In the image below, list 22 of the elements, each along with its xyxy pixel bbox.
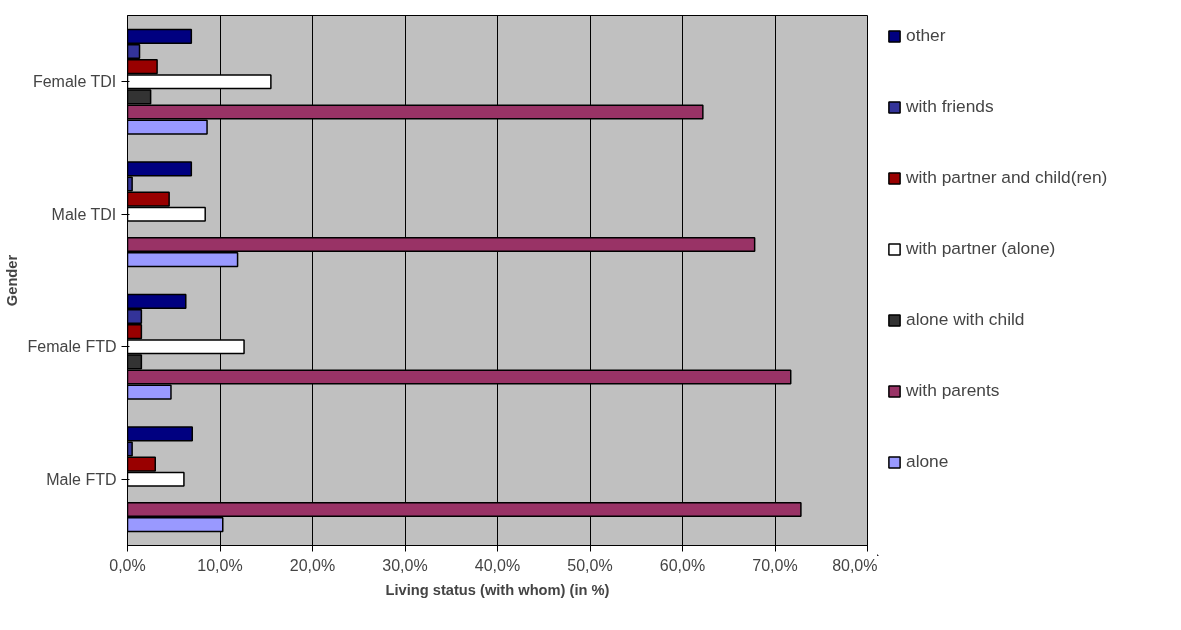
y-tick-label: Female FTD — [27, 338, 117, 356]
x-tick-label: 40,0% — [474, 556, 521, 574]
x-tick-label: 30,0% — [382, 556, 428, 574]
y-axis-title: Gender — [3, 254, 20, 307]
y-tick-label: Female TDI — [32, 73, 117, 91]
x-tick-label: 20,0% — [289, 556, 336, 574]
y-tick-label: Male TDI — [51, 205, 117, 223]
x-tick-label: 0,0% — [109, 556, 146, 574]
legend-label: with partner (alone) — [906, 238, 1056, 259]
x-tick-label: 80,0% — [832, 556, 878, 574]
legend-label: other — [906, 25, 946, 46]
legend-label: with parents — [906, 380, 1000, 401]
x-tick-label: 50,0% — [567, 556, 613, 574]
legend-label: with friends — [906, 96, 994, 117]
y-tick-label: Male FTD — [46, 470, 117, 488]
legend-label: alone — [906, 451, 949, 472]
legend-label: with partner and child(ren) — [906, 167, 1108, 188]
x-tick-label: 10,0% — [197, 556, 243, 574]
x-tick-label: 70,0% — [752, 556, 798, 574]
x-tick-label: 60,0% — [659, 556, 706, 574]
legend-label: alone with child — [906, 309, 1025, 330]
x-axis-title: Living status (with whom) (in %) — [385, 581, 610, 598]
